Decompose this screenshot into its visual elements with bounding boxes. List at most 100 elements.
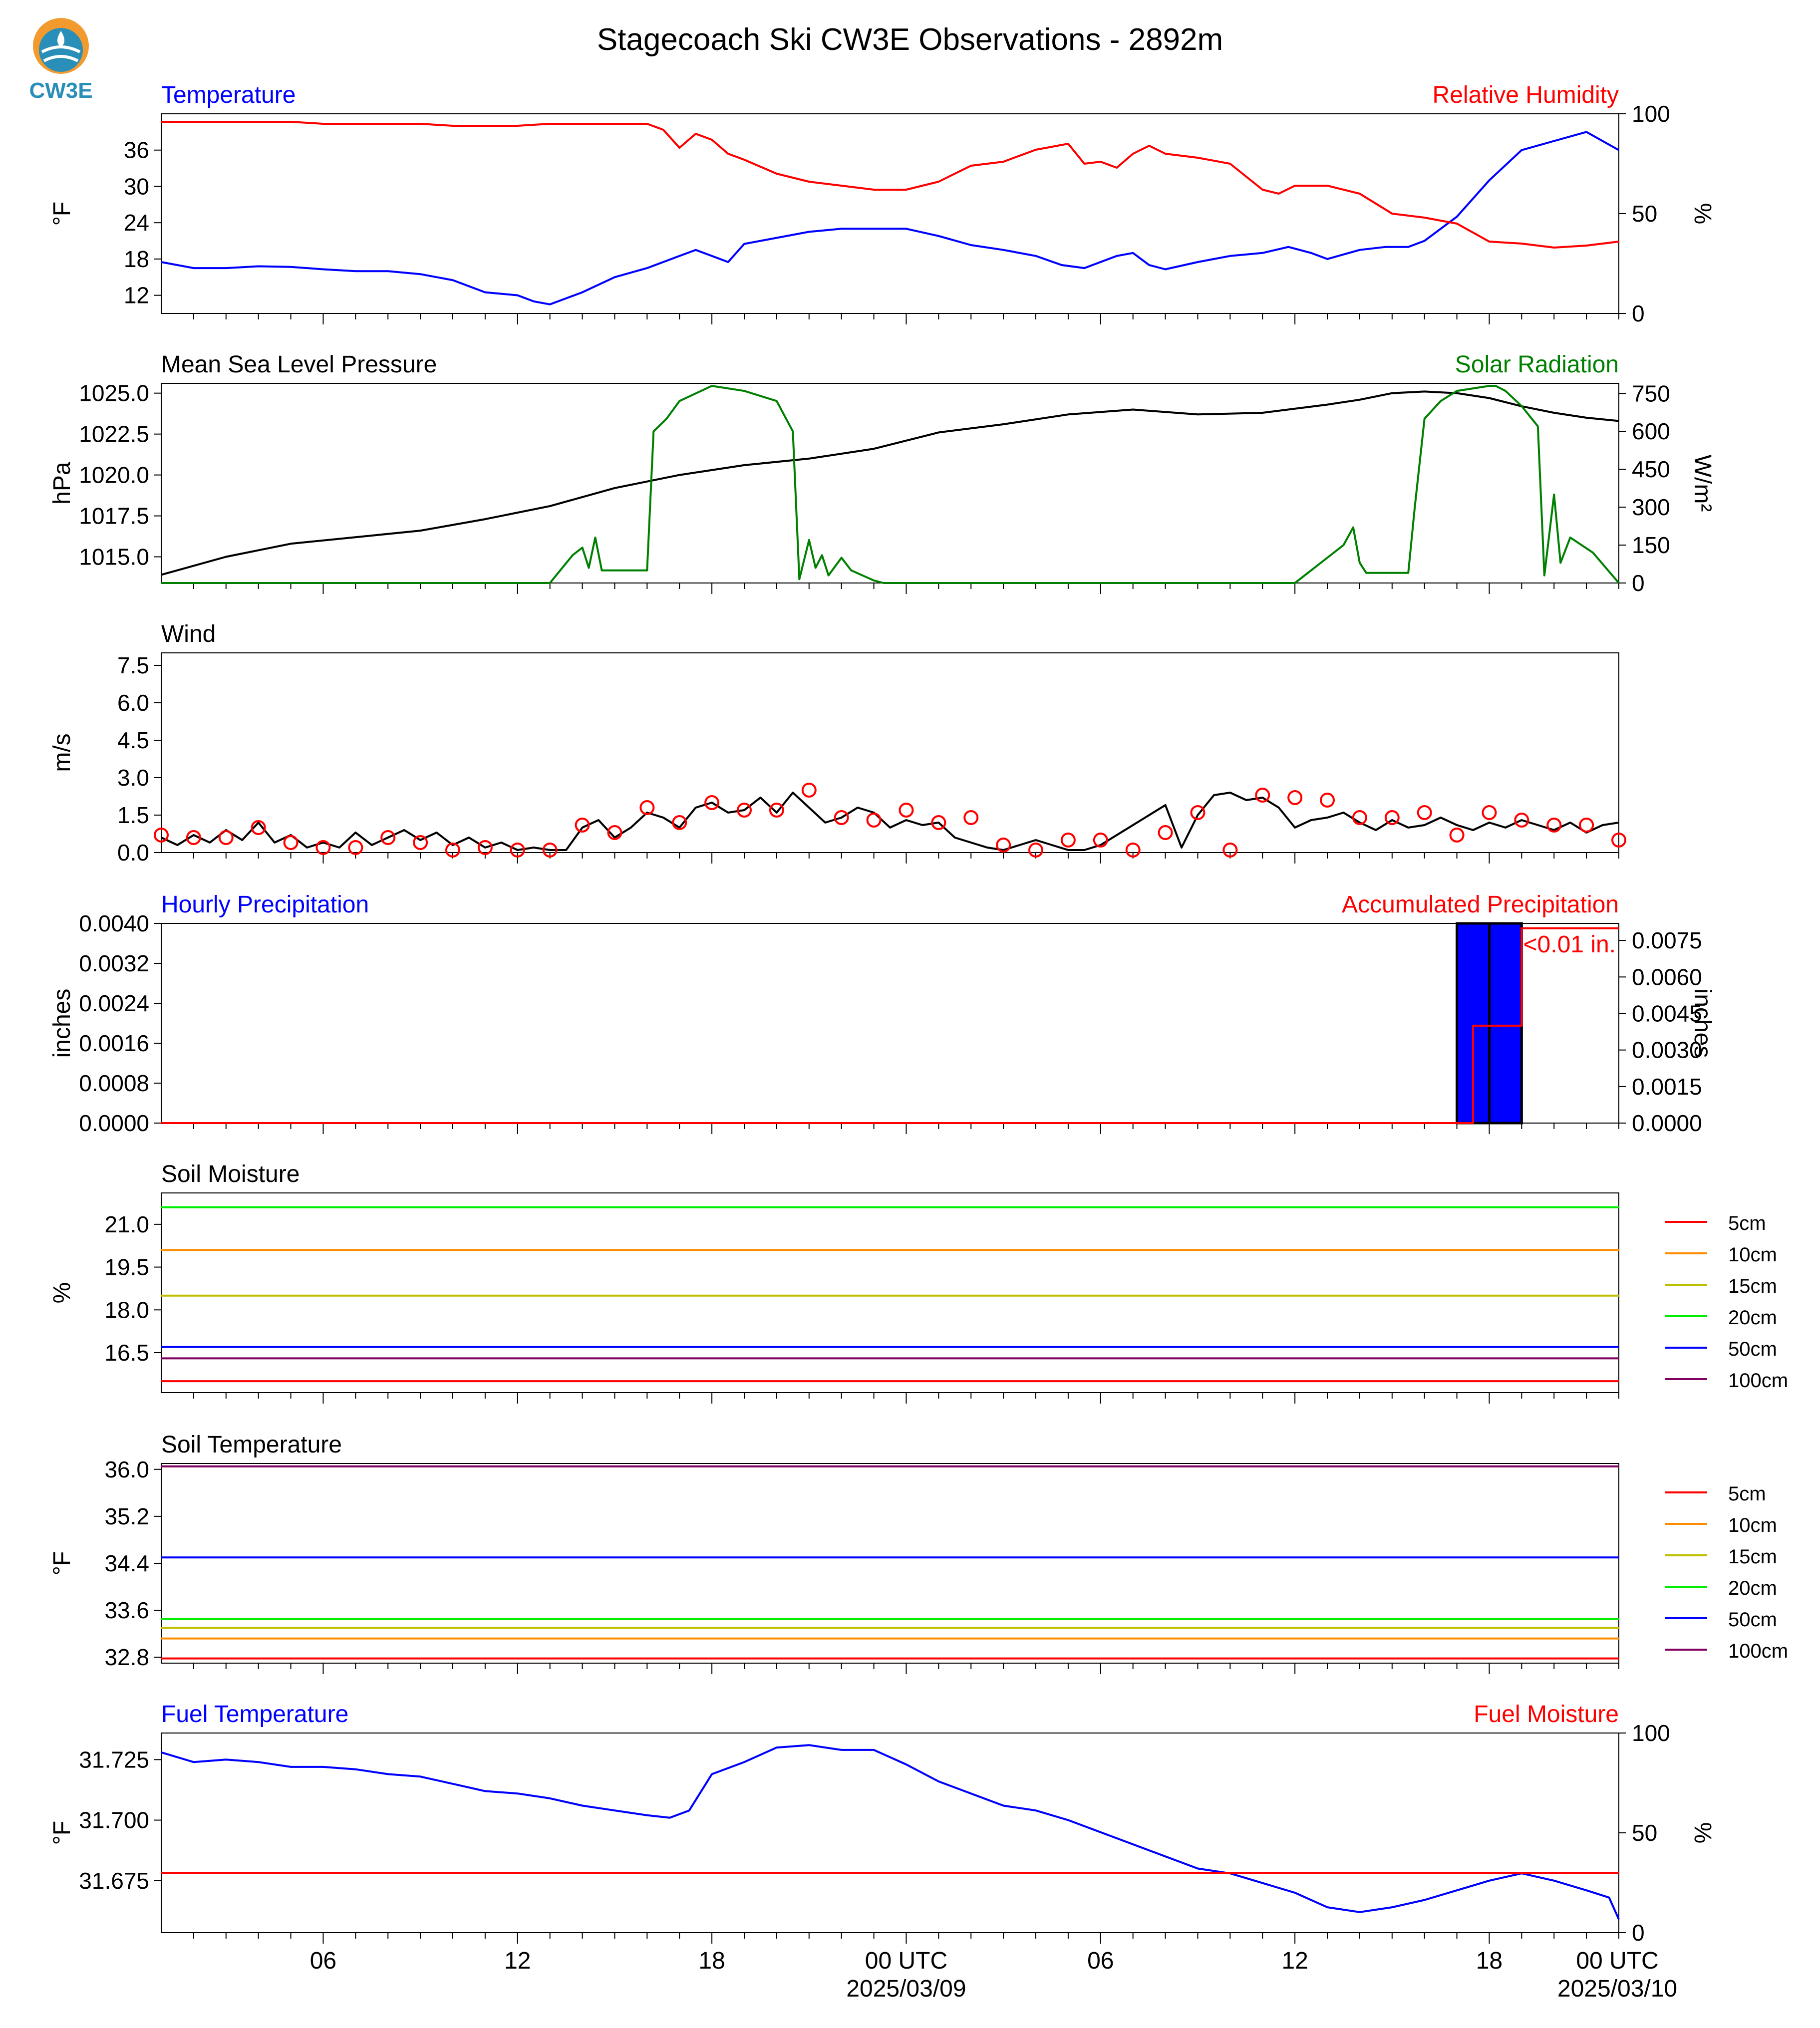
gust-marker bbox=[1222, 843, 1238, 858]
gust-marker bbox=[1093, 833, 1108, 848]
y-tick-label: 36.0 bbox=[104, 1456, 149, 1482]
x-tick-label: 06 bbox=[1087, 1948, 1114, 1974]
y-axis-label: m/s bbox=[49, 733, 75, 772]
gust-marker bbox=[899, 803, 914, 818]
gust-marker bbox=[1190, 805, 1206, 820]
gust-marker bbox=[477, 840, 493, 855]
y-tick-label: 6.0 bbox=[117, 690, 149, 716]
panel-title-right: Solar Radiation bbox=[1455, 351, 1619, 378]
gust-marker bbox=[1060, 833, 1076, 848]
series-line-mean-sea-level-pressure bbox=[161, 390, 1619, 576]
plot-frame bbox=[161, 652, 1619, 853]
precip-bar bbox=[1456, 922, 1491, 1125]
y-right-tick-label: 0.0030 bbox=[1632, 1037, 1702, 1063]
gust-marker bbox=[1417, 805, 1432, 820]
y-tick-label: 12 bbox=[124, 283, 149, 308]
gust-marker bbox=[737, 803, 752, 818]
legend-label: 5cm bbox=[1728, 1483, 1766, 1505]
y-axis-label: °F bbox=[49, 1821, 75, 1845]
y-tick-label: 7.5 bbox=[117, 652, 149, 678]
gust-marker bbox=[769, 803, 784, 818]
x-tick-label: 00 UTC bbox=[1576, 1948, 1658, 1974]
series-line-solar-radiation bbox=[161, 385, 1620, 584]
gust-marker bbox=[510, 843, 525, 858]
gust-marker bbox=[996, 838, 1011, 853]
y-right-tick-label: 0.0045 bbox=[1632, 1000, 1702, 1026]
panel-title-left: Soil Temperature bbox=[161, 1432, 342, 1458]
panel-title-left: Fuel Temperature bbox=[161, 1701, 348, 1728]
x-date-label: 2025/03/10 bbox=[1557, 1976, 1677, 2002]
x-tick-label: 12 bbox=[504, 1948, 531, 1974]
gust-marker bbox=[154, 828, 169, 843]
x-tick-label: 18 bbox=[1476, 1948, 1503, 1974]
gust-marker bbox=[1449, 828, 1465, 843]
gust-marker bbox=[1125, 843, 1141, 858]
y-right-tick-label: 50 bbox=[1632, 201, 1657, 227]
gust-marker bbox=[1352, 810, 1367, 825]
precip-bar bbox=[1488, 922, 1523, 1125]
panel-6: Fuel Temperature Fuel Moisture 31.675 31.70… bbox=[49, 1701, 1716, 1946]
logo-drop-icon bbox=[57, 31, 64, 47]
panel-title-left: Hourly Precipitation bbox=[161, 891, 369, 918]
y-right-tick-label: 300 bbox=[1632, 494, 1670, 520]
cw3e-logo: CW3E bbox=[29, 18, 93, 103]
y-tick-label: 0.0024 bbox=[79, 990, 149, 1016]
panel-title-left: Mean Sea Level Pressure bbox=[161, 351, 437, 378]
legend-label: 50cm bbox=[1728, 1609, 1777, 1631]
legend-label: 15cm bbox=[1728, 1546, 1777, 1568]
legend-label: 100cm bbox=[1728, 1370, 1788, 1392]
panel-3: Hourly Precipitation Accumulated Precipit… bbox=[49, 891, 1716, 1136]
gust-marker bbox=[348, 840, 363, 855]
y-tick-label: 31.675 bbox=[79, 1868, 149, 1894]
gust-marker bbox=[1028, 843, 1043, 858]
x-tick-label: 18 bbox=[698, 1948, 725, 1974]
y-right-axis-label: % bbox=[1689, 1822, 1716, 1844]
y-tick-label: 33.6 bbox=[104, 1597, 149, 1623]
y-right-tick-label: 0.0060 bbox=[1632, 964, 1702, 990]
plot-frame bbox=[161, 923, 1619, 1124]
panel-4: Soil Moisture 16.5 18.0 19.5 21.0% 5cm 10cm 15c… bbox=[49, 1161, 1788, 1404]
y-axis-label: °F bbox=[49, 1551, 75, 1576]
logo-text: CW3E bbox=[29, 78, 92, 103]
x-tick-label: 00 UTC bbox=[865, 1948, 947, 1974]
legend-label: 5cm bbox=[1728, 1212, 1766, 1234]
y-right-tick-label: 0.0015 bbox=[1632, 1074, 1702, 1100]
gust-marker bbox=[186, 830, 201, 845]
gust-marker bbox=[575, 818, 590, 833]
y-tick-label: 0.0008 bbox=[79, 1070, 149, 1096]
y-tick-label: 32.8 bbox=[104, 1644, 149, 1670]
x-tick-label: 12 bbox=[1281, 1948, 1308, 1974]
panel-5: Soil Temperature 32.8 33.6 34.4 35.2 36.0 °F 5c… bbox=[49, 1432, 1788, 1674]
series-line-accumulated-precipitation bbox=[161, 927, 1619, 1124]
series-line-relative-humidity bbox=[161, 121, 1619, 249]
y-tick-label: 30 bbox=[124, 173, 149, 199]
y-right-tick-label: 600 bbox=[1632, 418, 1670, 444]
series-line-temperature bbox=[161, 131, 1619, 305]
panel-title-right: Relative Humidity bbox=[1433, 82, 1619, 108]
y-tick-label: 31.700 bbox=[79, 1807, 149, 1833]
gust-marker bbox=[834, 810, 849, 825]
y-tick-label: 18 bbox=[124, 246, 149, 272]
y-axis-label: % bbox=[49, 1282, 75, 1304]
y-right-tick-label: 0 bbox=[1632, 300, 1645, 326]
y-right-tick-label: 0.0075 bbox=[1632, 927, 1702, 953]
y-right-tick-label: 100 bbox=[1632, 101, 1670, 127]
y-tick-label: 1025.0 bbox=[79, 380, 149, 406]
panel-title-left: Temperature bbox=[161, 82, 296, 108]
y-tick-label: 19.5 bbox=[104, 1254, 149, 1280]
y-right-tick-label: 50 bbox=[1632, 1820, 1657, 1846]
y-axis-label: inches bbox=[49, 989, 75, 1058]
y-tick-label: 1015.0 bbox=[79, 544, 149, 570]
gust-marker bbox=[639, 800, 655, 815]
precip-annotation: <0.01 in. bbox=[1523, 931, 1616, 958]
y-tick-label: 1022.5 bbox=[79, 421, 149, 447]
panel-title-left: Soil Moisture bbox=[161, 1161, 300, 1187]
gust-marker bbox=[1320, 793, 1335, 808]
gust-marker bbox=[607, 825, 622, 840]
y-tick-label: 24 bbox=[124, 210, 149, 236]
y-right-tick-label: 0.0000 bbox=[1632, 1110, 1702, 1136]
y-tick-label: 0.0000 bbox=[79, 1110, 149, 1136]
gust-marker bbox=[704, 795, 720, 810]
gust-marker bbox=[413, 835, 428, 850]
